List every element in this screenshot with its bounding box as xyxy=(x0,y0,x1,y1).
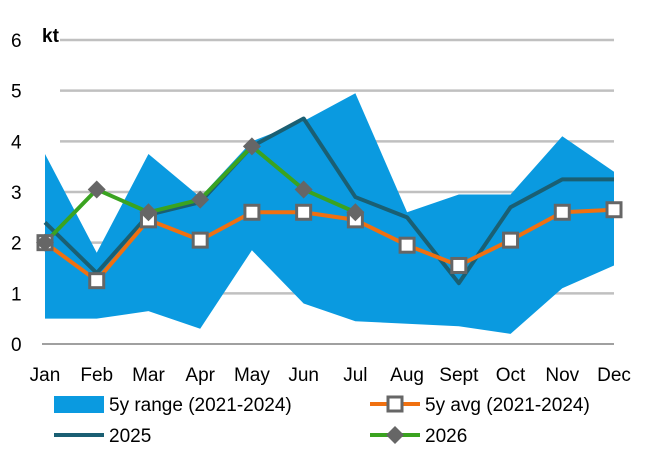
x-tick-label: Sept xyxy=(439,365,479,386)
legend-label-range: 5y range (2021-2024) xyxy=(109,395,292,416)
point-avg xyxy=(88,272,106,290)
point-avg xyxy=(450,256,468,274)
y-tick-label: 5 xyxy=(11,82,22,103)
point-2026 xyxy=(87,180,106,199)
x-tick-label: Jun xyxy=(288,365,319,386)
point-avg xyxy=(605,201,623,219)
y-tick-label: 3 xyxy=(11,183,22,204)
series-line-5y-avg-2021-2024- xyxy=(43,207,615,283)
x-tick-label: Jan xyxy=(30,365,61,386)
legend-label-2026: 2026 xyxy=(425,426,467,447)
y-tick-label: 6 xyxy=(11,31,22,52)
point-avg xyxy=(243,203,261,221)
y-axis-ticks: 0 1 2 3 4 5 6 xyxy=(11,31,22,356)
point-2026 xyxy=(36,233,54,252)
x-tick-label: Oct xyxy=(496,365,526,386)
point-2026 xyxy=(139,203,158,222)
x-tick-label: Nov xyxy=(545,365,579,386)
legend-marker-avg xyxy=(386,395,404,413)
range-area xyxy=(45,93,614,334)
point-avg xyxy=(398,236,416,254)
y-tick-label: 2 xyxy=(11,234,22,255)
y-tick-label: 0 xyxy=(11,335,22,356)
point-2026 xyxy=(191,190,210,209)
legend-swatch-range xyxy=(54,396,104,413)
legend: 5y range (2021-2024) 5y avg (2021-2024) … xyxy=(54,395,590,447)
x-tick-label: Apr xyxy=(185,365,215,386)
y-tick-label: 1 xyxy=(11,284,22,305)
x-tick-label: May xyxy=(234,365,270,386)
point-2026 xyxy=(294,180,313,199)
point-2026 xyxy=(346,203,365,222)
series-markers xyxy=(36,137,623,290)
point-avg xyxy=(191,231,209,249)
legend-label-2025: 2025 xyxy=(109,426,151,447)
x-tick-label: Aug xyxy=(390,365,424,386)
legend-marker-2026 xyxy=(386,426,404,444)
range-band xyxy=(45,93,614,334)
point-2026 xyxy=(242,137,261,156)
unit-label: kt xyxy=(42,26,60,47)
point-avg xyxy=(553,203,571,221)
x-tick-label: Feb xyxy=(80,365,113,386)
point-avg xyxy=(295,203,313,221)
x-tick-label: Dec xyxy=(597,365,631,386)
legend-label-avg: 5y avg (2021-2024) xyxy=(425,395,590,416)
x-tick-label: Jul xyxy=(343,365,367,386)
series-line-2025 xyxy=(43,116,614,286)
y-tick-label: 4 xyxy=(11,132,22,153)
point-avg xyxy=(502,231,520,249)
x-axis-ticks: Jan Feb Mar Apr May Jun Jul Aug Sept Oct Nov Dec xyxy=(30,365,631,386)
x-tick-label: Mar xyxy=(132,365,165,386)
